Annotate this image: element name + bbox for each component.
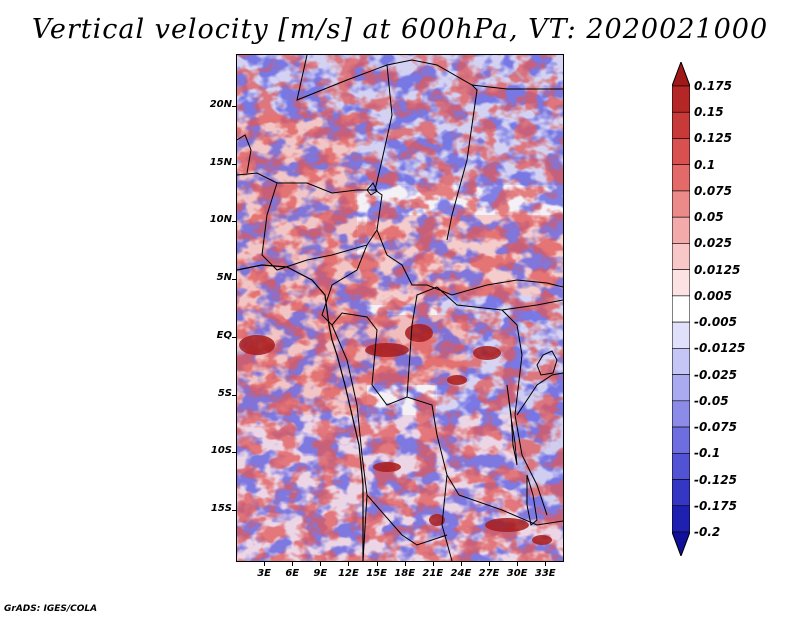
lat-tick bbox=[232, 452, 236, 454]
lon-label-30e: 30E bbox=[506, 568, 528, 579]
grads-credit: GrADS: IGES/COLA bbox=[4, 604, 98, 614]
colorbar-label: 0.1 bbox=[694, 157, 716, 172]
coastline bbox=[237, 264, 364, 561]
lon-tick bbox=[292, 562, 294, 566]
colorbar-label: -0.005 bbox=[694, 315, 737, 330]
convective-cores bbox=[239, 324, 552, 545]
lat-tick bbox=[232, 221, 236, 223]
lon-tick bbox=[264, 562, 266, 566]
colorbar bbox=[672, 62, 690, 556]
lakes bbox=[366, 182, 558, 526]
colorbar-bin bbox=[672, 400, 690, 428]
colorbar-label: 0.0125 bbox=[694, 262, 741, 277]
vertical-velocity-field bbox=[237, 55, 563, 561]
colorbar-label: 0.175 bbox=[694, 79, 732, 93]
lon-tick bbox=[460, 562, 462, 566]
colorbar-label: 0.075 bbox=[694, 183, 732, 198]
lon-tick bbox=[432, 562, 434, 566]
lat-label-15n: 15N bbox=[209, 156, 232, 168]
lon-label-9e: 9E bbox=[313, 568, 328, 579]
colorbar-label: -0.0125 bbox=[694, 341, 746, 356]
colorbar-bin bbox=[672, 62, 690, 87]
colorbar-label: 0.15 bbox=[694, 105, 724, 120]
lon-tick bbox=[348, 562, 350, 566]
colorbar-label: 0.125 bbox=[694, 131, 732, 146]
colorbar-label: -0.2 bbox=[694, 525, 721, 539]
lon-label-3e: 3E bbox=[257, 568, 271, 579]
colorbar-bin bbox=[672, 216, 690, 244]
colorbar-bin bbox=[672, 111, 690, 139]
lon-label-15e: 15E bbox=[366, 568, 387, 579]
lat-label-15s: 15S bbox=[210, 503, 232, 515]
colorbar-label: -0.075 bbox=[694, 420, 737, 435]
colorbar-label: 0.005 bbox=[694, 288, 732, 303]
lat-label-5s: 5S bbox=[217, 387, 232, 399]
lon-tick bbox=[489, 562, 491, 566]
map-title: Vertical velocity [m/s] at 600hPa, VT: 2… bbox=[31, 14, 769, 45]
lat-tick bbox=[232, 105, 236, 107]
lon-label-6e: 6E bbox=[285, 568, 300, 579]
colorbar-bin bbox=[672, 479, 690, 507]
colorbar-label: -0.125 bbox=[694, 472, 737, 487]
country-borders bbox=[237, 55, 563, 561]
lat-label-5n: 5N bbox=[216, 272, 232, 284]
lat-tick bbox=[232, 394, 236, 396]
colorbar-label: -0.05 bbox=[694, 393, 729, 408]
colorbar-label: 0.025 bbox=[694, 236, 732, 251]
lon-label-12e: 12E bbox=[338, 568, 359, 579]
lon-tick bbox=[517, 562, 519, 566]
colorbar-label: -0.1 bbox=[694, 446, 721, 461]
lon-tick bbox=[320, 562, 322, 566]
colorbar-bin bbox=[672, 531, 690, 556]
lon-label-18e: 18E bbox=[394, 568, 416, 579]
lon-tick bbox=[404, 562, 406, 566]
colorbar-bin bbox=[672, 505, 690, 533]
lat-label-eq: EQ bbox=[216, 329, 232, 341]
colorbar-bin bbox=[672, 269, 690, 297]
colorbar-bin bbox=[672, 426, 690, 454]
lon-label-24e: 24E bbox=[450, 568, 472, 579]
colorbar-bin bbox=[672, 164, 690, 192]
lat-label-20n: 20N bbox=[209, 98, 232, 110]
colorbar-bin bbox=[672, 348, 690, 375]
lon-tick bbox=[376, 562, 378, 566]
colorbar-bin bbox=[672, 190, 690, 218]
lat-tick bbox=[232, 510, 236, 512]
lat-label-10s: 10S bbox=[210, 445, 232, 457]
lon-label-27e: 27E bbox=[478, 568, 500, 579]
colorbar-bin bbox=[672, 321, 690, 349]
colorbar-label: 0.05 bbox=[694, 210, 724, 225]
colorbar-bin bbox=[672, 295, 690, 323]
colorbar-label: -0.175 bbox=[694, 498, 737, 513]
lon-label-33e: 33E bbox=[534, 568, 556, 579]
lon-label-21e: 21E bbox=[422, 568, 444, 579]
map-panel bbox=[236, 54, 564, 562]
colorbar-bin bbox=[672, 138, 690, 166]
colorbar-bin bbox=[672, 374, 690, 402]
lon-tick bbox=[545, 562, 547, 566]
colorbar-label: -0.025 bbox=[694, 367, 737, 382]
lat-tick bbox=[232, 163, 236, 165]
lat-label-10n: 10N bbox=[209, 214, 232, 226]
colorbar-bin bbox=[672, 243, 690, 270]
colorbar-bin bbox=[672, 85, 690, 113]
lat-tick bbox=[232, 279, 236, 281]
lat-tick bbox=[232, 336, 236, 338]
colorbar-bin bbox=[672, 452, 690, 480]
